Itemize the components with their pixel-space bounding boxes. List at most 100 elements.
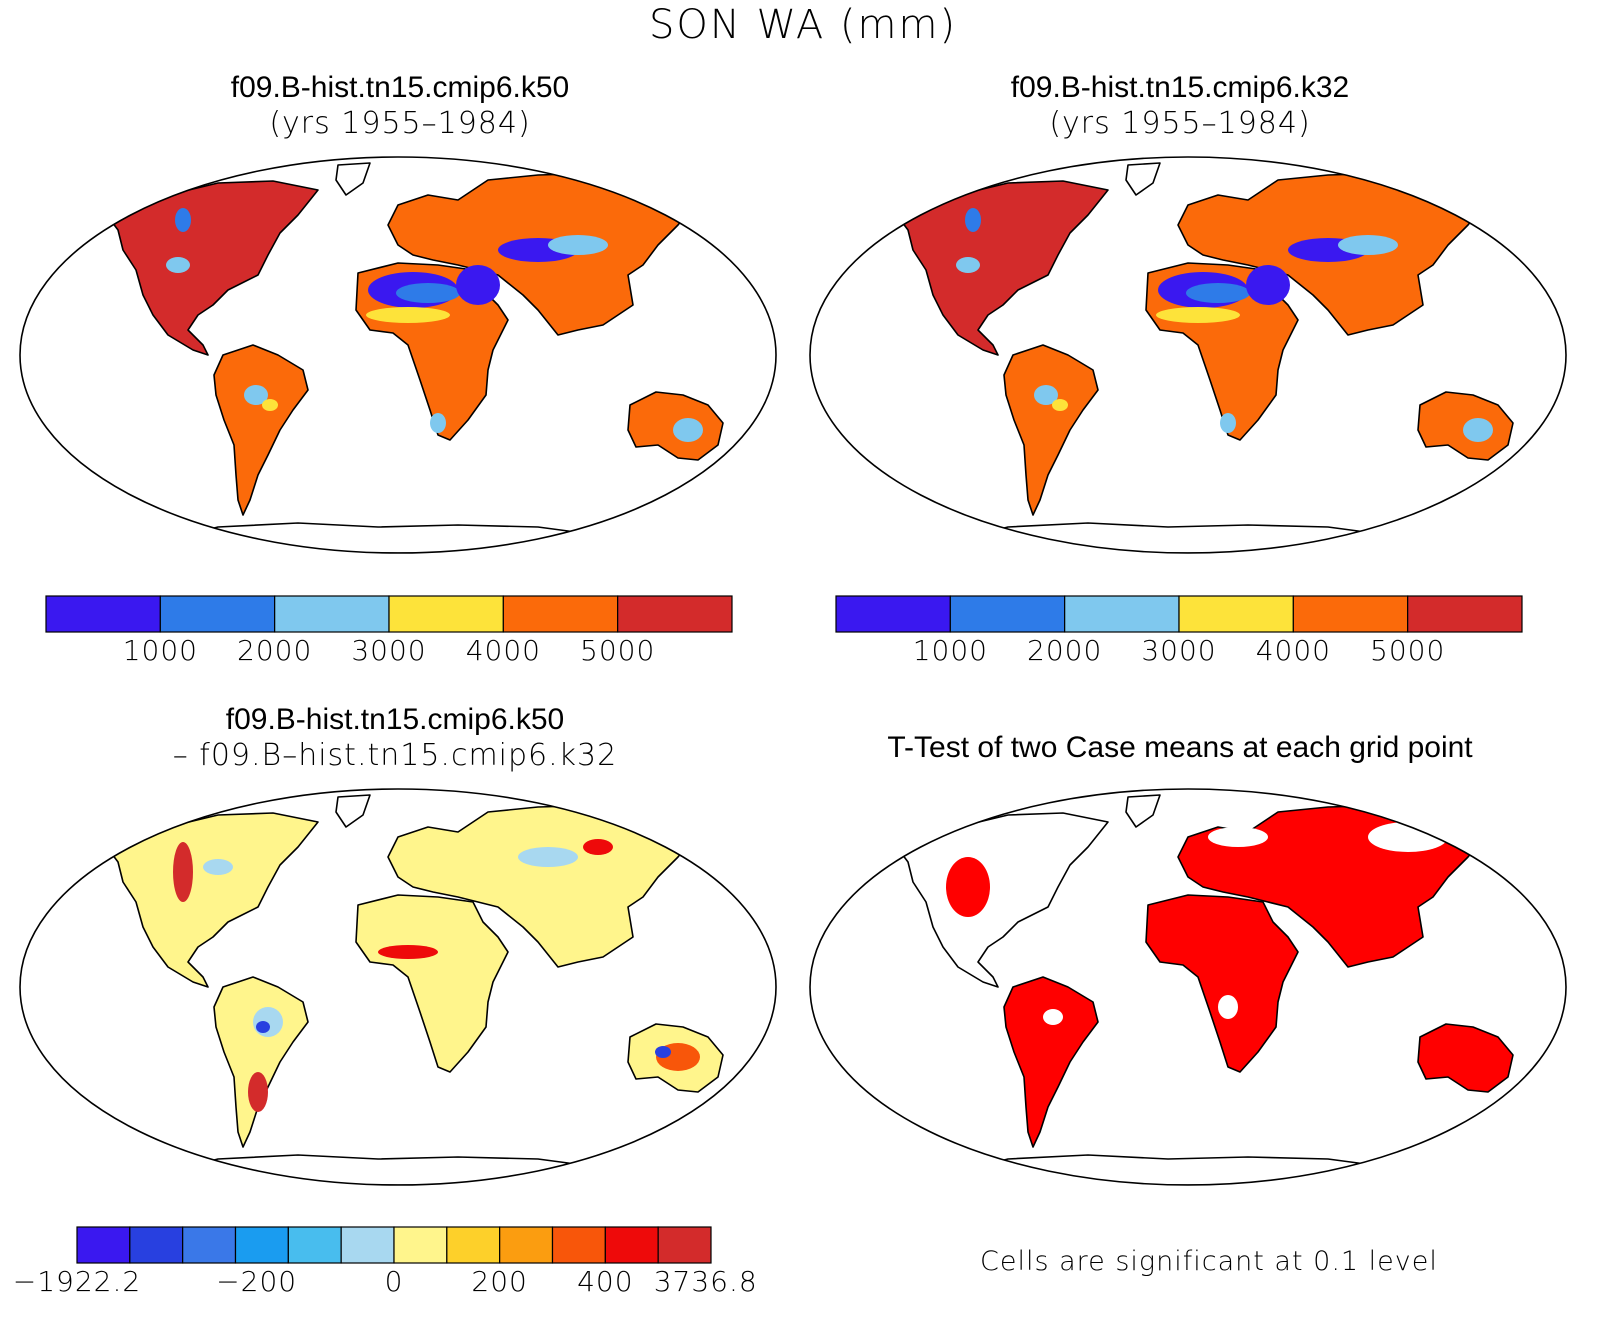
figure-title: SON WA (mm) xyxy=(648,2,958,48)
colorbar-swatch-4 xyxy=(1178,595,1294,633)
colorbar-swatch-9 xyxy=(499,1226,554,1264)
panel-2-title: f09.B-hist.tn15.cmip6.k32 (yrs 1955–1984… xyxy=(790,70,1570,142)
sa-blue xyxy=(256,1021,270,1033)
andes-mid xyxy=(1034,385,1058,405)
panel-3-title-line1: f09.B-hist.tn15.cmip6.k50 xyxy=(225,703,565,736)
land-southAmerica xyxy=(1003,344,1099,516)
land-southAmerica xyxy=(213,976,309,1148)
sahel-yellow xyxy=(366,307,450,323)
colorbar-swatch-6 xyxy=(617,595,733,633)
land-greenland xyxy=(335,162,371,196)
sahara-mid xyxy=(396,283,460,303)
land-africa xyxy=(1145,894,1299,1073)
colorbar-swatch-3 xyxy=(1064,595,1180,633)
sahel-yellow xyxy=(1156,307,1240,323)
map-panel-k50 xyxy=(19,156,777,554)
colorbar-tick-label: 3000 xyxy=(1141,634,1217,667)
colorbar-swatch-2 xyxy=(159,595,276,633)
colorbar-tick-label: −1922.2 xyxy=(12,1265,142,1298)
colorbar-swatch-2 xyxy=(949,595,1066,633)
land-southAmerica xyxy=(1003,976,1099,1148)
colorbar-swatch-11 xyxy=(604,1226,659,1264)
colorbar-swatch-4 xyxy=(234,1226,289,1264)
australia-mid xyxy=(673,418,703,442)
colorbar-swatch-6 xyxy=(340,1226,395,1264)
land-antarctica xyxy=(957,1154,1389,1185)
us-west-mid xyxy=(166,257,190,273)
na-significant xyxy=(946,857,990,917)
canada-low xyxy=(965,208,981,232)
colorbar-swatch-5 xyxy=(502,595,619,633)
arabia-low xyxy=(456,265,500,305)
colorbar-swatch-10 xyxy=(551,1226,606,1264)
australia-mid xyxy=(1463,418,1493,442)
panel-1-title-line1: f09.B-hist.tn15.cmip6.k50 xyxy=(230,71,570,104)
land-australia xyxy=(1417,1023,1514,1093)
central-asia-mid xyxy=(548,235,608,255)
sa-light-blue xyxy=(253,1007,283,1037)
brazil-yellow xyxy=(262,399,278,411)
central-africa-nonsig xyxy=(1218,995,1238,1019)
colorbar-swatch-1 xyxy=(835,595,951,633)
land-eurasia xyxy=(387,804,699,968)
colorbar-swatch-7 xyxy=(393,1226,448,1264)
argentina-red xyxy=(248,1072,268,1112)
sahel-red xyxy=(378,945,438,959)
panel-2-title-line1: f09.B-hist.tn15.cmip6.k32 xyxy=(1010,71,1350,104)
colorbar-swatch-3 xyxy=(182,1226,237,1264)
colorbar-swatch-12 xyxy=(657,1226,712,1264)
brazil-yellow xyxy=(1052,399,1068,411)
land-greenland xyxy=(1125,162,1161,196)
australia-blue xyxy=(655,1046,671,1058)
colorbar-tick-label: 2000 xyxy=(1027,634,1103,667)
colorbar-k50 xyxy=(45,595,733,633)
colorbar-swatch-1 xyxy=(76,1226,131,1264)
panel-4-title: T-Test of two Case means at each grid po… xyxy=(790,730,1570,766)
panel-1-title: f09.B-hist.tn15.cmip6.k50 (yrs 1955–1984… xyxy=(0,70,800,142)
map-border xyxy=(19,788,777,1186)
land-northAmerica xyxy=(892,812,1109,988)
colorbar-swatch-5 xyxy=(1292,595,1409,633)
panel-3-title: f09.B-hist.tn15.cmip6.k50 – f09.B–hist.t… xyxy=(0,702,790,774)
colorbar-swatch-3 xyxy=(274,595,390,633)
panel-1-title-line2: (yrs 1955–1984) xyxy=(269,106,531,141)
southern-africa-mid xyxy=(430,413,446,433)
colorbar-tick-label: 1000 xyxy=(122,634,198,667)
colorbar-swatch-6 xyxy=(1407,595,1523,633)
land-northAmerica xyxy=(892,180,1109,356)
colorbar-tick-label: 5000 xyxy=(1370,634,1446,667)
colorbar-swatch-4 xyxy=(388,595,504,633)
colorbar-tick-label: −200 xyxy=(216,1265,298,1298)
land-antarctica xyxy=(957,522,1389,553)
map-panel-difference xyxy=(19,788,777,1186)
arabia-low xyxy=(1246,265,1290,305)
siberia-light-blue xyxy=(518,847,578,867)
land-antarctica xyxy=(167,522,599,553)
colorbar-tick-label: 3736.8 xyxy=(653,1265,758,1298)
map-border xyxy=(19,156,777,554)
colorbar-swatch-2 xyxy=(129,1226,184,1264)
land-africa xyxy=(355,894,509,1073)
colorbar-tick-label: 2000 xyxy=(237,634,313,667)
sahara-mid xyxy=(1186,283,1250,303)
colorbar-tick-label: 5000 xyxy=(580,634,656,667)
land-greenland xyxy=(1125,794,1161,828)
map-border xyxy=(809,788,1567,1186)
significance-note: Cells are significant at 0.1 level xyxy=(980,1246,1438,1277)
colorbar-difference xyxy=(76,1226,712,1264)
land-northAmerica xyxy=(102,812,319,988)
colorbar-tick-label: 4000 xyxy=(1255,634,1331,667)
us-west-mid xyxy=(956,257,980,273)
panel-4-title-line1: T-Test of two Case means at each grid po… xyxy=(887,731,1473,764)
colorbar-tick-label: 3000 xyxy=(351,634,427,667)
colorbar-swatch-5 xyxy=(287,1226,342,1264)
na-red-band xyxy=(173,842,193,902)
map-panel-ttest xyxy=(809,788,1567,1186)
land-southAmerica xyxy=(213,344,309,516)
colorbar-tick-label: 0 xyxy=(384,1265,404,1298)
colorbar-tick-label: 1000 xyxy=(912,634,988,667)
colorbar-tick-label: 400 xyxy=(577,1265,634,1298)
colorbar-tick-label: 4000 xyxy=(465,634,541,667)
map-panel-k32 xyxy=(809,156,1567,554)
colorbar-k32 xyxy=(835,595,1523,633)
